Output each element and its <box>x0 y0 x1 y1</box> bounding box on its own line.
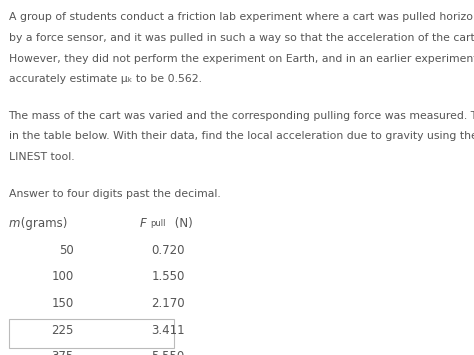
Text: LINEST tool.: LINEST tool. <box>9 152 74 162</box>
Text: A group of students conduct a friction lab experiment where a cart was pulled ho: A group of students conduct a friction l… <box>9 12 474 22</box>
Text: 0.720: 0.720 <box>151 244 185 257</box>
Text: 225: 225 <box>51 324 73 337</box>
Text: in the table below. With their data, find the local acceleration due to gravity : in the table below. With their data, fin… <box>9 131 474 141</box>
Text: 5.550: 5.550 <box>152 350 185 355</box>
Text: accurately estimate μₖ to be 0.562.: accurately estimate μₖ to be 0.562. <box>9 74 201 84</box>
Text: by a force sensor, and it was pulled in such a way so that the acceleration of t: by a force sensor, and it was pulled in … <box>9 33 474 43</box>
Text: 100: 100 <box>51 271 73 283</box>
Text: 375: 375 <box>51 350 73 355</box>
Text: (grams): (grams) <box>17 217 67 230</box>
Text: 3.411: 3.411 <box>151 324 185 337</box>
FancyBboxPatch shape <box>9 319 174 348</box>
Text: m: m <box>9 217 20 230</box>
Text: 150: 150 <box>51 297 73 310</box>
Text: F: F <box>140 217 146 230</box>
Text: Answer to four digits past the decimal.: Answer to four digits past the decimal. <box>9 189 220 198</box>
Text: 1.550: 1.550 <box>152 271 185 283</box>
Text: However, they did not perform the experiment on Earth, and in an earlier experim: However, they did not perform the experi… <box>9 54 474 64</box>
Text: pull: pull <box>151 219 166 228</box>
Text: (N): (N) <box>171 217 192 230</box>
Text: 50: 50 <box>59 244 73 257</box>
Text: The mass of the cart was varied and the corresponding pulling force was measured: The mass of the cart was varied and the … <box>9 111 474 121</box>
Text: 2.170: 2.170 <box>151 297 185 310</box>
